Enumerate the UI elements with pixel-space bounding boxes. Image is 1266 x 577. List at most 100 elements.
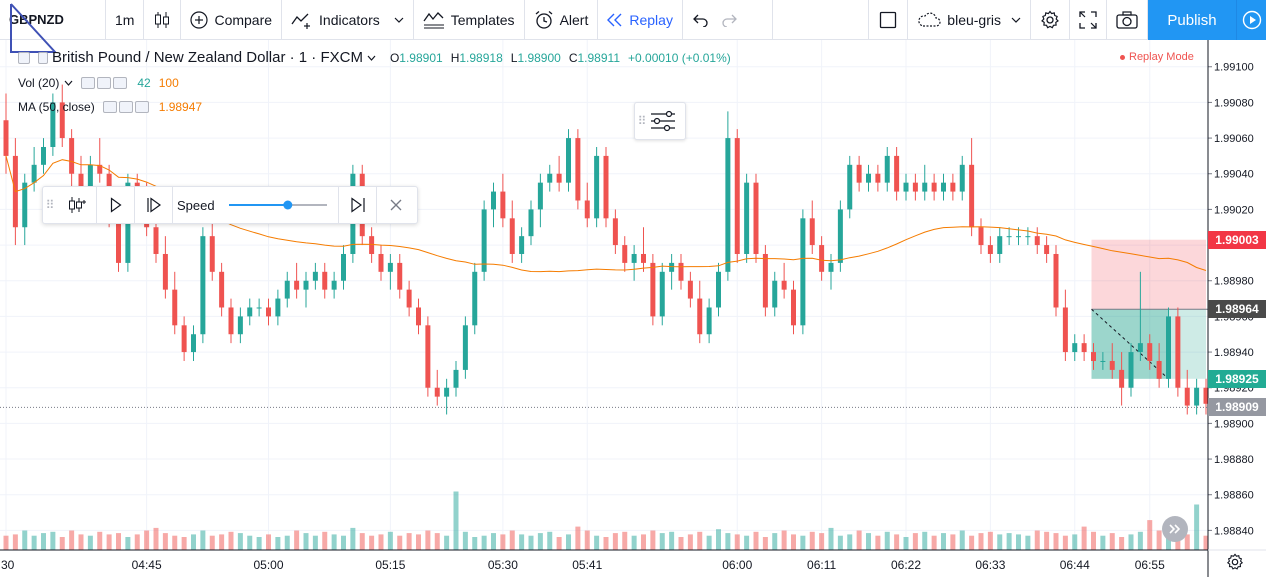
volume-bar [734,534,740,550]
candle-body [828,262,834,272]
price-tick-label: 1.99020 [1214,204,1254,216]
candle-body [116,218,121,263]
volume-bar [519,534,525,550]
ohlc-high-label: H [450,50,460,65]
candle-body [1137,343,1143,353]
fullscreen-button[interactable] [1070,0,1107,40]
scroll-to-realtime-button[interactable] [1162,516,1188,542]
volume-bar [322,531,328,550]
candle-body [1006,236,1012,238]
gear-icon[interactable] [97,77,112,89]
ohlc-change: +0.00010 (+0.01%) [628,50,731,65]
price-tick-label: 1.98940 [1214,347,1254,359]
publish-label: Publish [1167,11,1217,29]
volume-bar [1025,535,1031,550]
volume-bar [266,534,271,550]
time-tick-label: :30 [0,558,15,572]
candle-body [528,209,534,237]
close-icon [390,199,402,211]
candle-body [266,307,271,317]
bar-style-button[interactable] [144,0,182,40]
replay-button[interactable]: Replay [598,0,683,40]
volume-bar [1006,533,1012,550]
series-title: British Pound / New Zealand Dollar · 1 ·… [52,49,363,66]
volume-bar [969,535,975,550]
candle-body [744,182,750,254]
candle-body [894,155,900,192]
candle-body [41,146,46,165]
ma-value: 1.98947 [158,100,203,114]
jump-to-realtime-button[interactable] [339,186,377,224]
interval-button[interactable]: 1m [106,0,145,40]
time-tick-label: 06:44 [1060,558,1090,572]
triangle-drawing[interactable] [0,0,60,56]
candle-body [1072,343,1078,353]
volume-bar [181,537,187,550]
gear-icon[interactable] [118,101,133,113]
indicators-button[interactable]: Indicators [282,0,414,40]
volume-label: Vol (20) [18,76,60,90]
sliders-icon[interactable] [649,109,677,133]
volume-bar [1072,534,1078,550]
play-button[interactable] [1236,0,1266,40]
candle-body [537,182,543,210]
candle-body [772,280,778,308]
fullscreen-select-button[interactable] [869,0,909,40]
drawing-toolbar[interactable]: ⠿ [634,102,686,140]
candle-body [331,280,337,290]
volume-bar [641,534,646,550]
publish-button[interactable]: Publish [1148,0,1236,40]
candle-body [547,173,553,183]
ma-legend: MA (50, close) 1.98947 [18,100,202,114]
drag-handle-icon[interactable]: ⠿ [637,114,647,128]
undo-button[interactable] [683,0,715,40]
candle-body [697,298,703,335]
volume-bar [697,531,703,550]
volume-bar [453,491,459,550]
close-replay-button[interactable] [377,186,415,224]
templates-button[interactable]: Templates [414,0,525,40]
step-forward-button[interactable] [135,186,173,224]
volume-bar [191,534,196,550]
volume-bar [837,535,843,550]
replay-play-button[interactable] [97,186,135,224]
eye-icon[interactable] [81,77,96,89]
redo-button[interactable] [715,0,773,40]
time-tick-label: 04:45 [132,558,162,572]
candle-body [378,253,384,272]
candle-body [650,262,656,317]
volume-bar [116,533,121,550]
volume-bar [809,531,815,550]
ohlc-close-label: C [568,50,578,65]
redo-icon [722,14,737,27]
compare-button[interactable]: Compare [181,0,283,40]
price-chart[interactable]: 1.99100 1.99080 1.99060 1.99040 1.99020 1.990… [0,40,1266,577]
speed-slider[interactable] [227,198,329,212]
volume-bar [706,535,712,550]
indicator-controls[interactable] [81,77,129,89]
close-icon[interactable] [113,77,128,89]
volume-bar [219,534,225,550]
select-bar-icon [68,197,86,213]
volume-bar [472,537,478,550]
candle-body [434,387,440,397]
close-icon[interactable] [134,101,149,113]
volume-bar [500,534,506,550]
chart-settings-button[interactable] [1226,553,1244,576]
indicator-controls[interactable] [102,101,151,113]
chevron-down-icon[interactable] [64,80,73,86]
snapshot-button[interactable] [1107,0,1148,40]
price-tag: 1.99003 [1208,230,1266,249]
chevron-down-icon[interactable] [367,55,376,61]
volume-bar [134,534,140,550]
candle-body [284,280,290,299]
alert-button[interactable]: Alert [525,0,599,40]
select-bar-button[interactable] [57,186,97,224]
volume-bar [294,530,300,550]
drag-handle-icon[interactable]: ⠿ [45,198,55,212]
eye-icon[interactable] [102,101,117,113]
settings-button[interactable] [1031,0,1070,40]
volume-bar [1053,533,1059,550]
collapse-toggle[interactable] [18,51,30,64]
layout-button[interactable]: bleu-gris [908,0,1031,40]
